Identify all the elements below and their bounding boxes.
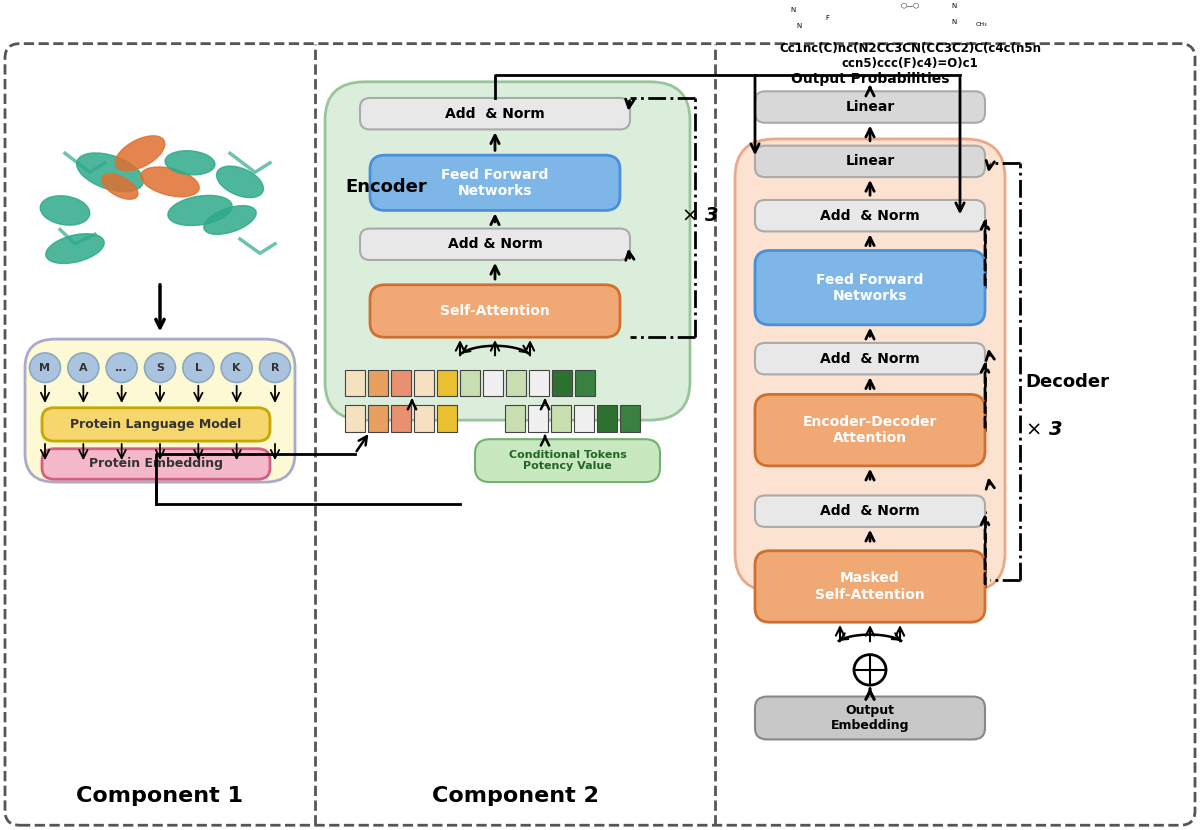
Text: Encoder-Decoder
Attention: Encoder-Decoder Attention xyxy=(803,415,937,445)
Bar xyxy=(437,405,457,432)
Text: Linear: Linear xyxy=(845,100,895,114)
FancyBboxPatch shape xyxy=(755,696,985,740)
Text: Decoder: Decoder xyxy=(1025,373,1109,391)
Bar xyxy=(575,369,595,396)
Text: S: S xyxy=(156,363,164,373)
Text: Add  & Norm: Add & Norm xyxy=(820,504,920,518)
FancyBboxPatch shape xyxy=(360,98,630,129)
FancyBboxPatch shape xyxy=(42,408,270,441)
Text: Protein Language Model: Protein Language Model xyxy=(71,418,241,431)
Bar xyxy=(368,369,389,396)
Text: CH₃: CH₃ xyxy=(976,22,986,27)
Ellipse shape xyxy=(204,206,256,234)
Bar xyxy=(528,405,548,432)
Text: Protein Embedding: Protein Embedding xyxy=(89,457,223,471)
Bar xyxy=(414,405,434,432)
Ellipse shape xyxy=(41,196,90,225)
Ellipse shape xyxy=(77,153,144,192)
FancyBboxPatch shape xyxy=(25,339,295,482)
Text: N: N xyxy=(950,3,956,9)
Text: Add  & Norm: Add & Norm xyxy=(820,352,920,366)
Text: Linear: Linear xyxy=(845,154,895,168)
Circle shape xyxy=(144,353,175,383)
Text: Cc1nc(C)nc(N2CC3CN(CC3C2)C(c4c(n5n
ccn5)ccc(F)c4)=O)c1: Cc1nc(C)nc(N2CC3CN(CC3C2)C(c4c(n5n ccn5)… xyxy=(779,42,1042,70)
Circle shape xyxy=(221,353,252,383)
FancyBboxPatch shape xyxy=(325,82,690,420)
Text: Feed Forward
Networks: Feed Forward Networks xyxy=(442,168,548,198)
FancyBboxPatch shape xyxy=(475,439,660,482)
Text: K: K xyxy=(233,363,241,373)
Bar xyxy=(346,369,365,396)
Circle shape xyxy=(854,655,886,685)
Circle shape xyxy=(30,353,60,383)
FancyBboxPatch shape xyxy=(755,551,985,622)
Bar xyxy=(598,405,617,432)
Bar xyxy=(552,369,572,396)
FancyBboxPatch shape xyxy=(755,251,985,325)
Ellipse shape xyxy=(115,136,164,171)
Circle shape xyxy=(106,353,137,383)
Text: Conditional Tokens
Potency Value: Conditional Tokens Potency Value xyxy=(509,450,626,471)
Ellipse shape xyxy=(166,151,215,175)
Text: A: A xyxy=(79,363,88,373)
Text: N: N xyxy=(950,19,956,25)
Text: Masked
Self-Attention: Masked Self-Attention xyxy=(815,571,925,602)
Text: ⬡—⬡: ⬡—⬡ xyxy=(900,2,919,8)
FancyBboxPatch shape xyxy=(755,200,985,232)
Ellipse shape xyxy=(216,166,264,198)
FancyBboxPatch shape xyxy=(370,155,620,211)
Text: Self-Attention: Self-Attention xyxy=(440,304,550,318)
FancyBboxPatch shape xyxy=(42,449,270,479)
Bar xyxy=(620,405,641,432)
Bar xyxy=(506,369,527,396)
Bar xyxy=(482,369,503,396)
Text: M: M xyxy=(40,363,50,373)
FancyBboxPatch shape xyxy=(755,394,985,466)
Bar xyxy=(391,369,412,396)
Ellipse shape xyxy=(168,195,232,226)
Bar xyxy=(505,405,526,432)
Text: N: N xyxy=(797,23,802,29)
Circle shape xyxy=(182,353,214,383)
Text: F: F xyxy=(824,15,829,21)
Ellipse shape xyxy=(102,174,138,199)
FancyBboxPatch shape xyxy=(360,228,630,260)
Bar xyxy=(574,405,594,432)
FancyBboxPatch shape xyxy=(755,91,985,123)
Text: R: R xyxy=(271,363,280,373)
Text: Add & Norm: Add & Norm xyxy=(448,237,542,251)
Bar xyxy=(391,405,412,432)
Ellipse shape xyxy=(140,167,199,197)
Text: $\times$ 3: $\times$ 3 xyxy=(1025,420,1062,439)
FancyBboxPatch shape xyxy=(755,343,985,374)
Text: Add  & Norm: Add & Norm xyxy=(445,107,545,120)
Ellipse shape xyxy=(46,234,104,263)
Text: Component 2: Component 2 xyxy=(432,786,599,806)
FancyBboxPatch shape xyxy=(370,285,620,337)
Text: N: N xyxy=(790,7,796,12)
Bar xyxy=(437,369,457,396)
Text: Component 1: Component 1 xyxy=(77,786,244,806)
Bar xyxy=(529,369,550,396)
FancyBboxPatch shape xyxy=(755,496,985,527)
Bar xyxy=(460,369,480,396)
Text: Output
Embedding: Output Embedding xyxy=(830,704,910,732)
Circle shape xyxy=(68,353,98,383)
Bar xyxy=(346,405,365,432)
Text: Add  & Norm: Add & Norm xyxy=(820,208,920,222)
FancyBboxPatch shape xyxy=(734,139,1006,592)
Bar xyxy=(414,369,434,396)
Text: $\times$ 3: $\times$ 3 xyxy=(682,206,719,225)
Circle shape xyxy=(259,353,290,383)
Text: Encoder: Encoder xyxy=(346,178,427,196)
Bar xyxy=(551,405,571,432)
Bar xyxy=(368,405,389,432)
FancyBboxPatch shape xyxy=(755,145,985,177)
Text: Feed Forward
Networks: Feed Forward Networks xyxy=(816,272,924,303)
Text: ...: ... xyxy=(115,363,128,373)
Text: L: L xyxy=(194,363,202,373)
Text: Output Probabilities: Output Probabilities xyxy=(791,72,949,86)
